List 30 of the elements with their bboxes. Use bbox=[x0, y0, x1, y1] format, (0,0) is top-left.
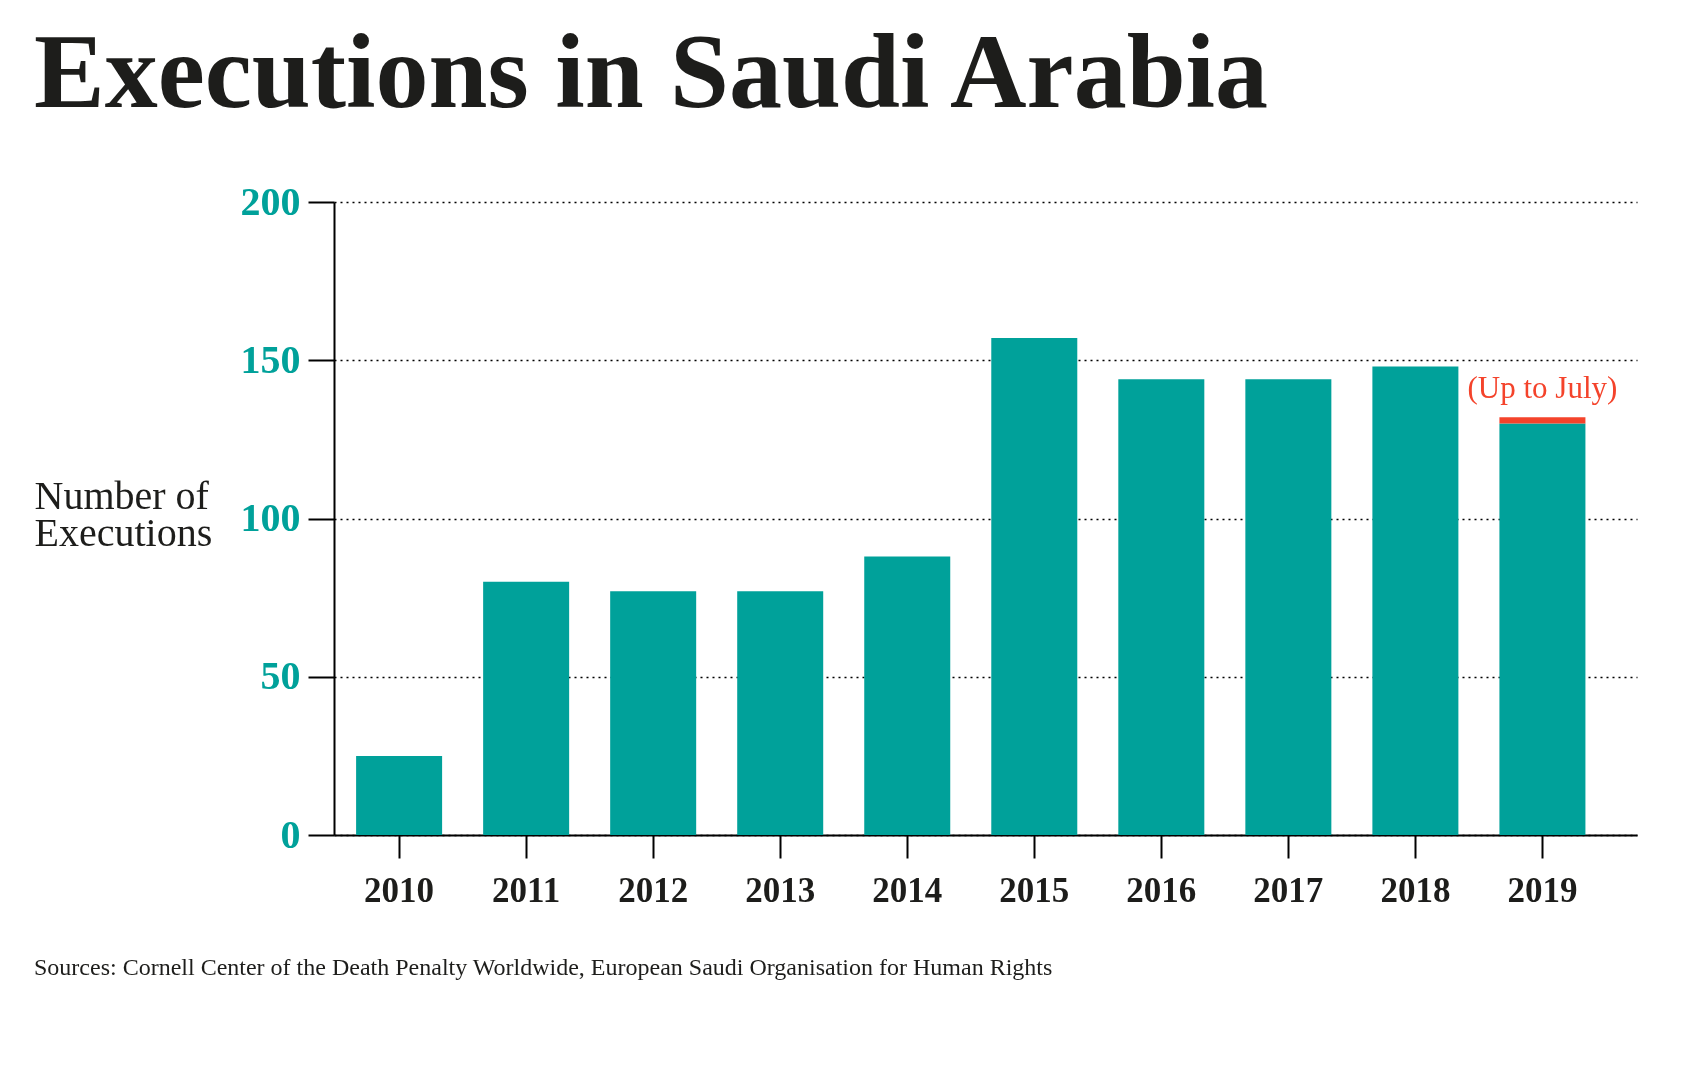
y-tick-label: 150 bbox=[240, 336, 301, 382]
bar bbox=[737, 591, 824, 835]
bar bbox=[1372, 366, 1459, 835]
bar bbox=[1245, 379, 1332, 835]
bar bbox=[864, 556, 951, 835]
x-tick-label: 2018 bbox=[1380, 870, 1451, 910]
bar bbox=[356, 755, 443, 835]
bar bbox=[610, 591, 697, 835]
y-tick-label: 0 bbox=[280, 811, 301, 857]
bar bbox=[1499, 423, 1586, 835]
chart-title: Executions in Saudi Arabia bbox=[34, 13, 1269, 130]
y-tick-label: 200 bbox=[240, 178, 301, 224]
y-tick-label: 100 bbox=[240, 495, 301, 540]
bar bbox=[1499, 417, 1586, 424]
x-tick-label: 2017 bbox=[1253, 870, 1324, 910]
x-tick-label: 2010 bbox=[364, 870, 435, 910]
source-note: Sources: Cornell Center of the Death Penalty Worldwide, European Saudi Organisation for Human Rights bbox=[34, 954, 1053, 980]
y-tick-label: 50 bbox=[260, 653, 301, 699]
x-tick-label: 2012 bbox=[618, 870, 689, 910]
y-axis-title: Number of Executions bbox=[34, 472, 213, 555]
bar bbox=[483, 581, 570, 835]
bar bbox=[991, 338, 1078, 835]
x-tick-label: 2013 bbox=[745, 870, 816, 910]
bar bbox=[1118, 379, 1205, 835]
x-tick-label: 2015 bbox=[999, 870, 1070, 910]
x-tick-label: 2019 bbox=[1507, 870, 1578, 910]
x-tick-label: 2016 bbox=[1126, 870, 1197, 910]
x-tick-label: 2011 bbox=[492, 870, 561, 910]
annotation: (Up to July) bbox=[1467, 370, 1618, 406]
x-tick-label: 2014 bbox=[872, 870, 943, 910]
